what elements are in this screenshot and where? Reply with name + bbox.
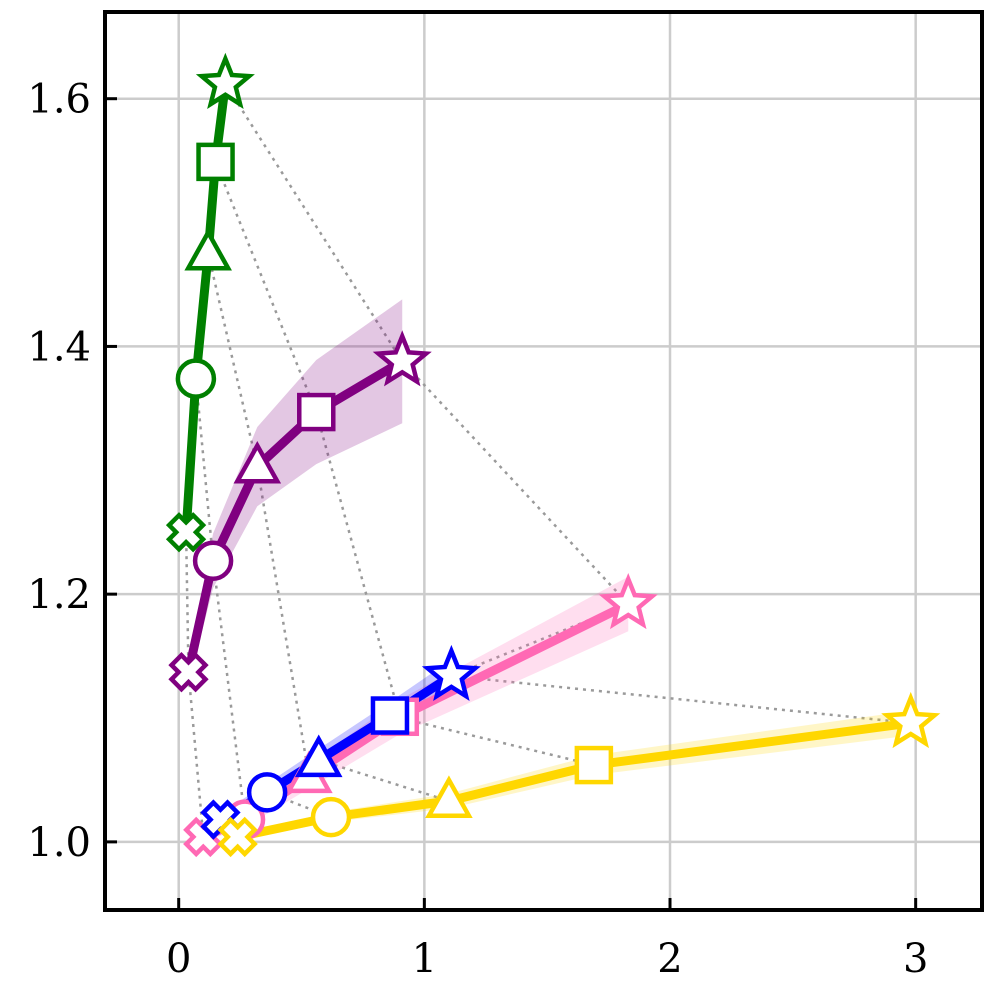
- y-tick-label-3: 1.6: [27, 77, 91, 123]
- x-tick-label-2: 2: [657, 936, 682, 982]
- marker-series-3-square: [373, 699, 407, 733]
- marker-series-4-circle: [313, 799, 349, 835]
- x-tick-label-3: 3: [903, 936, 928, 982]
- marker-series-3-circle: [249, 774, 285, 810]
- axis-layer: 0 1 2 3 1.0 1.2 1.4 1.6: [27, 12, 982, 982]
- marker-series-0-star: [202, 59, 250, 104]
- marker-series-1-cross: [172, 655, 206, 689]
- marker-series-1-circle: [195, 543, 231, 579]
- x-tick-label-0: 0: [166, 936, 191, 982]
- marker-series-1-square: [299, 395, 333, 429]
- marker-series-4-square: [577, 748, 611, 782]
- marker-series-0-circle: [178, 361, 214, 397]
- y-tick-label-1: 1.2: [27, 572, 91, 618]
- y-tick-label-2: 1.4: [27, 324, 91, 370]
- marker-series-0-square: [199, 145, 233, 179]
- marker-series-0-triangle: [188, 233, 228, 269]
- x-tick-label-1: 1: [412, 936, 437, 982]
- marker-series-0-cross: [169, 515, 203, 549]
- marker-series-4-cross: [221, 820, 255, 854]
- y-tick-label-0: 1.0: [27, 820, 91, 866]
